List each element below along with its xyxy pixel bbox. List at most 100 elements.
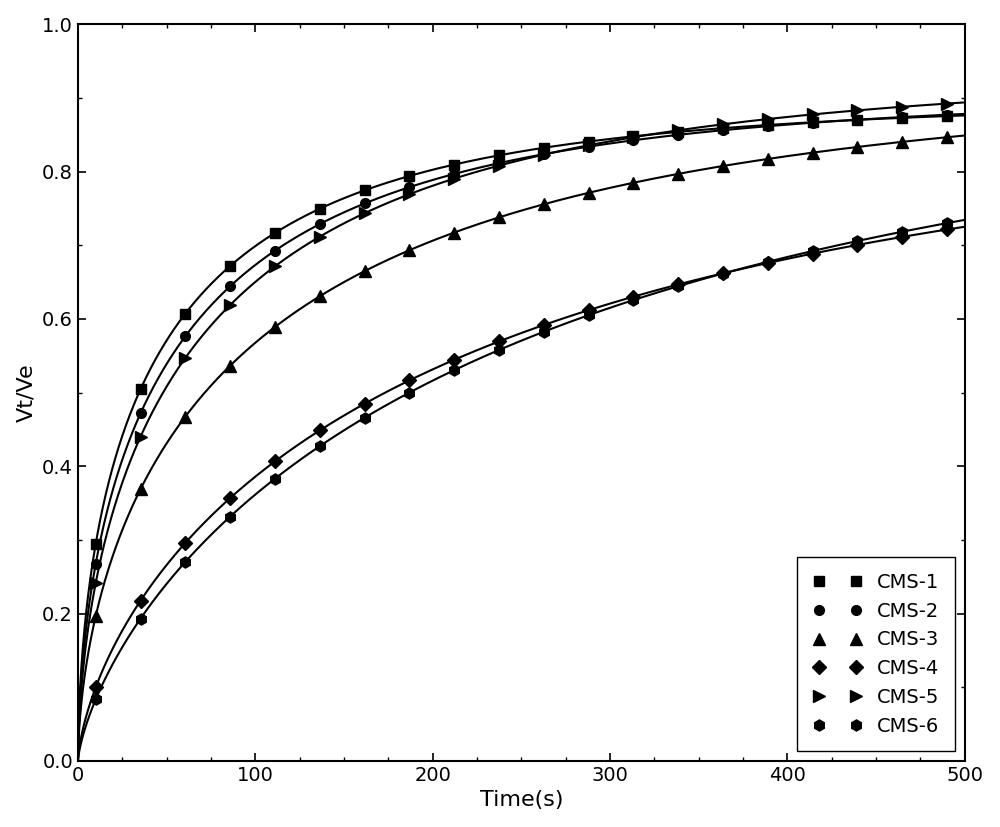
Legend: CMS-1, CMS-2, CMS-3, CMS-4, CMS-5, CMS-6: CMS-1, CMS-2, CMS-3, CMS-4, CMS-5, CMS-6: [797, 557, 955, 751]
CMS-1: [672, 127, 684, 136]
CMS-1: [762, 120, 774, 130]
CMS-6: [224, 512, 236, 522]
CMS-3: [627, 178, 639, 188]
CMS-4: [179, 538, 191, 547]
CMS-2: [403, 182, 415, 192]
Line: CMS-4: CMS-4: [91, 225, 952, 692]
CMS-4: [403, 375, 415, 385]
CMS-6: [627, 295, 639, 305]
CMS-5: [135, 432, 147, 442]
CMS-3: [135, 484, 147, 494]
CMS-3: [851, 142, 863, 152]
CMS-4: [851, 240, 863, 250]
CMS-1: [493, 151, 505, 160]
CMS-3: [538, 199, 550, 209]
CMS-5: [762, 114, 774, 124]
CMS-5: [627, 132, 639, 142]
CMS-3: [807, 148, 819, 158]
CMS-5: [807, 109, 819, 119]
CMS-2: [135, 409, 147, 418]
CMS-4: [672, 280, 684, 289]
CMS-6: [941, 218, 953, 228]
CMS-3: [224, 361, 236, 370]
CMS-6: [672, 281, 684, 291]
CMS-4: [224, 493, 236, 503]
CMS-6: [851, 236, 863, 246]
CMS-1: [896, 112, 908, 122]
CMS-3: [896, 137, 908, 147]
CMS-6: [896, 227, 908, 237]
CMS-2: [672, 130, 684, 140]
CMS-5: [493, 160, 505, 170]
CMS-1: [359, 185, 371, 195]
CMS-4: [314, 425, 326, 435]
CMS-3: [403, 246, 415, 256]
CMS-1: [941, 111, 953, 121]
CMS-5: [269, 261, 281, 271]
CMS-2: [493, 158, 505, 168]
CMS-3: [359, 266, 371, 276]
CMS-4: [762, 258, 774, 268]
CMS-4: [807, 249, 819, 259]
CMS-3: [717, 161, 729, 171]
CMS-3: [762, 154, 774, 164]
CMS-6: [403, 388, 415, 398]
Line: CMS-1: CMS-1: [91, 111, 952, 549]
CMS-1: [135, 385, 147, 394]
CMS-5: [941, 98, 953, 108]
CMS-4: [269, 457, 281, 466]
CMS-4: [135, 595, 147, 605]
CMS-6: [762, 257, 774, 267]
CMS-2: [762, 122, 774, 131]
CMS-2: [538, 149, 550, 159]
CMS-1: [90, 539, 102, 549]
CMS-3: [941, 132, 953, 142]
Line: CMS-2: CMS-2: [91, 110, 952, 569]
Line: CMS-6: CMS-6: [90, 218, 953, 705]
CMS-5: [583, 141, 595, 151]
CMS-3: [269, 322, 281, 332]
CMS-5: [448, 174, 460, 184]
CMS-4: [359, 399, 371, 409]
CMS-3: [583, 188, 595, 198]
CMS-6: [179, 557, 191, 566]
CMS-2: [896, 112, 908, 122]
CMS-5: [717, 119, 729, 129]
CMS-1: [179, 308, 191, 318]
CMS-4: [896, 232, 908, 241]
CMS-5: [851, 105, 863, 115]
X-axis label: Time(s): Time(s): [480, 791, 563, 810]
CMS-2: [717, 125, 729, 135]
CMS-5: [896, 102, 908, 112]
CMS-6: [717, 269, 729, 279]
CMS-5: [179, 353, 191, 363]
CMS-4: [90, 682, 102, 692]
CMS-1: [807, 117, 819, 127]
CMS-2: [179, 332, 191, 342]
CMS-1: [224, 261, 236, 271]
CMS-2: [583, 141, 595, 151]
CMS-2: [224, 281, 236, 291]
CMS-6: [314, 441, 326, 451]
CMS-6: [135, 614, 147, 624]
CMS-2: [448, 169, 460, 179]
CMS-2: [314, 219, 326, 229]
CMS-5: [403, 189, 415, 199]
CMS-1: [717, 123, 729, 133]
CMS-5: [538, 150, 550, 160]
CMS-4: [493, 337, 505, 347]
CMS-2: [269, 246, 281, 256]
CMS-2: [359, 198, 371, 208]
CMS-1: [403, 171, 415, 181]
CMS-2: [941, 110, 953, 120]
CMS-3: [493, 213, 505, 222]
CMS-5: [672, 126, 684, 136]
CMS-3: [672, 169, 684, 179]
CMS-6: [493, 345, 505, 355]
CMS-1: [538, 143, 550, 153]
CMS-6: [359, 413, 371, 423]
CMS-6: [583, 310, 595, 320]
CMS-5: [90, 578, 102, 588]
Line: CMS-3: CMS-3: [90, 131, 953, 622]
CMS-6: [448, 366, 460, 375]
